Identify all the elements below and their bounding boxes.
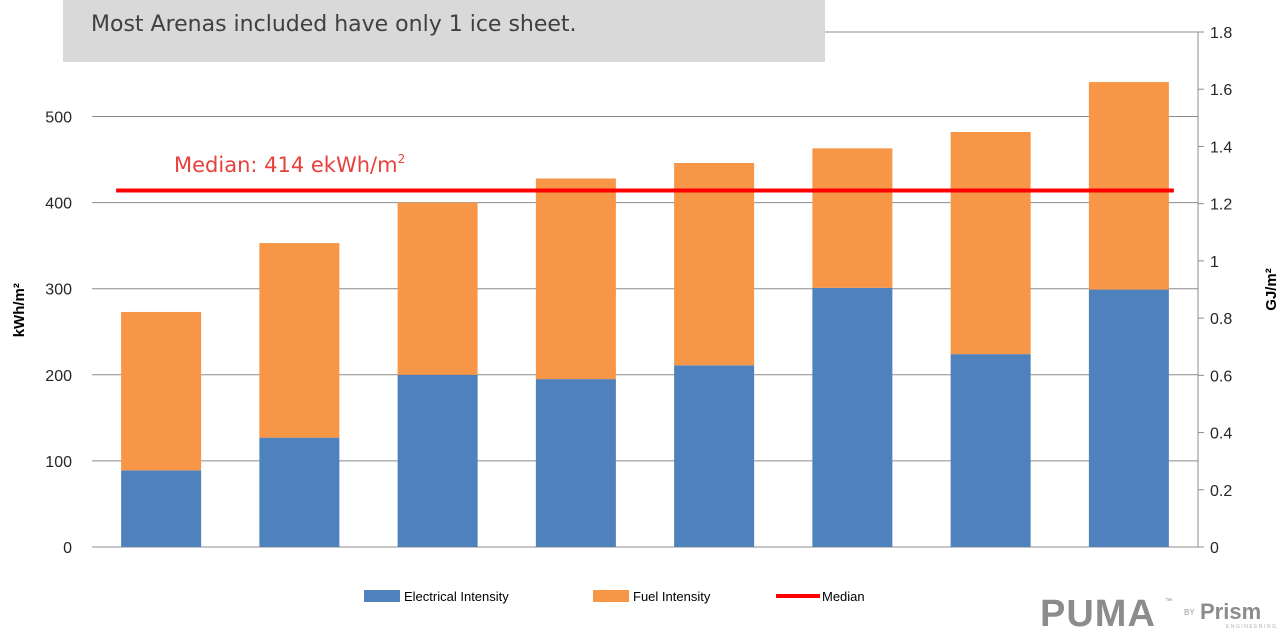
- y2-tick-label: 1.6: [1210, 82, 1232, 99]
- y2-tick-label: 0.6: [1210, 368, 1232, 385]
- bar-fuel: [950, 131, 1031, 355]
- y-tick-label: 300: [45, 282, 72, 299]
- logo-by-text: BY: [1184, 608, 1195, 617]
- bar-electrical: [121, 470, 202, 547]
- bar-electrical: [674, 365, 755, 547]
- bar-electrical: [259, 437, 340, 547]
- logo-prism-text: Prism: [1200, 599, 1262, 624]
- legend-label-electrical: Electrical Intensity: [404, 589, 509, 604]
- y-tick-label: 0: [63, 540, 72, 557]
- legend-swatch-fuel: [593, 590, 629, 602]
- bar-fuel: [121, 311, 202, 471]
- bar-electrical: [812, 287, 893, 547]
- bar-fuel: [259, 243, 340, 438]
- puma-prism-logo: PUMA ™ BY Prism ENGINEERING: [1040, 593, 1280, 635]
- bar-electrical: [397, 374, 478, 547]
- bar-fuel: [674, 162, 755, 366]
- y-tick-label: 200: [45, 368, 72, 385]
- y-axis-title: kWh/m²: [11, 283, 28, 337]
- logo-trademark: ™: [1165, 598, 1172, 605]
- y2-tick-label: 0.8: [1210, 311, 1232, 328]
- y2-tick-label: 0.2: [1210, 483, 1232, 500]
- callout-box: Most Arenas included have only 1 ice she…: [63, 0, 825, 62]
- y2-tick-label: 1.2: [1210, 197, 1232, 214]
- y2-tick-label: 0: [1210, 540, 1219, 557]
- y2-tick-label: 1: [1210, 254, 1219, 271]
- y-tick-label: 500: [45, 110, 72, 127]
- bar-electrical: [950, 354, 1031, 547]
- y2-tick-label: 1.4: [1210, 139, 1232, 156]
- bar-fuel: [397, 202, 478, 375]
- bar-electrical: [1088, 289, 1169, 547]
- bar-fuel: [535, 178, 616, 380]
- y-tick-label: 100: [45, 454, 72, 471]
- y2-axis-title: GJ/m²: [1263, 268, 1280, 311]
- bar-fuel: [812, 148, 893, 288]
- bar-fuel: [1088, 82, 1169, 290]
- logo-puma-text: PUMA: [1040, 593, 1156, 635]
- median-label: Median: 414 ekWh/m2: [174, 152, 405, 177]
- y2-tick-label: 0.4: [1210, 426, 1232, 443]
- legend-label-fuel: Fuel Intensity: [633, 589, 711, 604]
- logo-engineering-text: ENGINEERING: [1226, 624, 1278, 630]
- y2-tick-label: 1.8: [1210, 25, 1232, 42]
- legend-swatch-electrical: [364, 590, 400, 602]
- bar-electrical: [535, 379, 616, 547]
- callout-text: Most Arenas included have only 1 ice she…: [91, 12, 577, 37]
- legend-label-median: Median: [822, 589, 865, 604]
- y-tick-label: 400: [45, 196, 72, 213]
